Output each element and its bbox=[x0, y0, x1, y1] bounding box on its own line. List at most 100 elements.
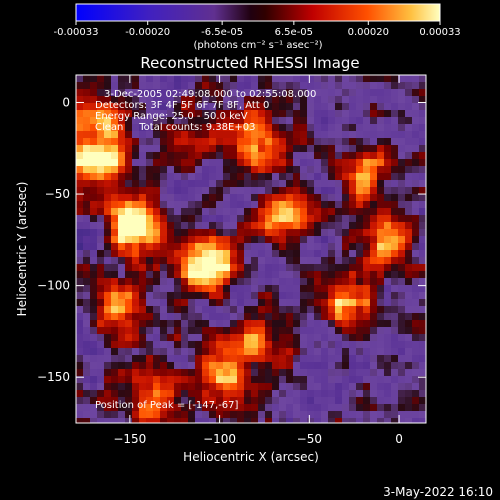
heatmap-cell bbox=[258, 124, 266, 132]
heatmap-cell bbox=[293, 243, 301, 251]
heatmap-cell bbox=[90, 187, 98, 195]
heatmap-cell bbox=[384, 369, 392, 377]
heatmap-cell bbox=[342, 96, 350, 104]
heatmap-cell bbox=[83, 75, 91, 83]
heatmap-cell bbox=[405, 292, 413, 300]
heatmap-cell bbox=[391, 173, 399, 181]
heatmap-cell bbox=[258, 187, 266, 195]
heatmap-cell bbox=[356, 124, 364, 132]
heatmap-cell bbox=[111, 82, 119, 90]
heatmap-cell bbox=[391, 348, 399, 356]
heatmap-cell bbox=[230, 159, 238, 167]
heatmap-cell bbox=[384, 278, 392, 286]
heatmap-cell bbox=[174, 131, 182, 139]
heatmap-cell bbox=[244, 292, 252, 300]
heatmap-cell bbox=[405, 341, 413, 349]
heatmap-cell bbox=[405, 257, 413, 265]
heatmap-cell bbox=[146, 173, 154, 181]
heatmap-cell bbox=[202, 194, 210, 202]
heatmap-cell bbox=[412, 75, 420, 83]
heatmap-cell bbox=[370, 187, 378, 195]
heatmap-cell bbox=[419, 124, 426, 132]
heatmap-cell bbox=[384, 208, 392, 216]
heatmap-cell bbox=[419, 271, 426, 279]
heatmap-cell bbox=[265, 348, 273, 356]
heatmap-cell bbox=[188, 236, 196, 244]
heatmap-cell bbox=[265, 390, 273, 398]
heatmap-cell bbox=[412, 152, 420, 160]
heatmap-cell bbox=[251, 103, 259, 111]
heatmap-cell bbox=[363, 117, 371, 125]
heatmap-cell bbox=[104, 152, 112, 160]
heatmap-cell bbox=[307, 110, 315, 118]
heatmap-cell bbox=[321, 222, 329, 230]
heatmap-cell bbox=[314, 348, 322, 356]
heatmap-cell bbox=[167, 271, 175, 279]
heatmap-cell bbox=[384, 236, 392, 244]
heatmap-cell bbox=[412, 306, 420, 314]
heatmap-cell bbox=[335, 166, 343, 174]
heatmap-cell bbox=[181, 236, 189, 244]
heatmap-cell bbox=[230, 222, 238, 230]
heatmap-cell bbox=[279, 166, 287, 174]
heatmap-cell bbox=[132, 124, 140, 132]
heatmap-cell bbox=[195, 397, 203, 405]
heatmap-cell bbox=[167, 348, 175, 356]
heatmap-cell bbox=[370, 229, 378, 237]
heatmap-cell bbox=[160, 348, 168, 356]
heatmap-cell bbox=[146, 257, 154, 265]
heatmap-cell bbox=[188, 159, 196, 167]
heatmap-cell bbox=[97, 201, 105, 209]
heatmap-cell bbox=[370, 159, 378, 167]
heatmap-cell bbox=[279, 89, 287, 97]
heatmap-cell bbox=[181, 285, 189, 293]
heatmap-cell bbox=[307, 96, 315, 104]
heatmap-cell bbox=[237, 278, 245, 286]
heatmap-cell bbox=[391, 250, 399, 258]
heatmap-cell bbox=[167, 194, 175, 202]
heatmap-cell bbox=[300, 166, 308, 174]
heatmap-cell bbox=[286, 257, 294, 265]
heatmap-cell bbox=[363, 145, 371, 153]
heatmap-cell bbox=[321, 390, 329, 398]
heatmap-cell bbox=[405, 299, 413, 307]
heatmap-cell bbox=[153, 96, 161, 104]
heatmap-cell bbox=[125, 327, 133, 335]
heatmap-cell bbox=[342, 411, 350, 419]
colorbar: -0.00033 -0.00020 -6.5e-05 6.5e-05 0.00020 0.… bbox=[54, 3, 461, 51]
heatmap-cell bbox=[167, 369, 175, 377]
heatmap-cell bbox=[293, 376, 301, 384]
heatmap-cell bbox=[244, 397, 252, 405]
heatmap-cell bbox=[160, 229, 168, 237]
heatmap-cell bbox=[398, 187, 406, 195]
heatmap-cell bbox=[174, 152, 182, 160]
heatmap-cell bbox=[293, 299, 301, 307]
heatmap-cell bbox=[335, 264, 343, 272]
heatmap-cell bbox=[167, 327, 175, 335]
heatmap-cell bbox=[293, 222, 301, 230]
heatmap-cell bbox=[412, 418, 420, 423]
heatmap-cell bbox=[335, 173, 343, 181]
heatmap-cell bbox=[195, 124, 203, 132]
heatmap-cell bbox=[321, 362, 329, 370]
heatmap-cell bbox=[342, 355, 350, 363]
heatmap-cell bbox=[300, 250, 308, 258]
heatmap-cell bbox=[405, 215, 413, 223]
heatmap-cell bbox=[279, 145, 287, 153]
heatmap-cell bbox=[286, 187, 294, 195]
heatmap-cell bbox=[223, 390, 231, 398]
heatmap-cell bbox=[146, 397, 154, 405]
heatmap-cell bbox=[104, 306, 112, 314]
heatmap-cell bbox=[265, 152, 273, 160]
heatmap-cell bbox=[223, 124, 231, 132]
heatmap-cell bbox=[300, 418, 308, 423]
heatmap-cell bbox=[342, 257, 350, 265]
heatmap-cell bbox=[83, 96, 91, 104]
heatmap-cell bbox=[363, 418, 371, 423]
heatmap-cell bbox=[286, 138, 294, 146]
heatmap-cell bbox=[125, 320, 133, 328]
heatmap-cell bbox=[405, 411, 413, 419]
heatmap-cell bbox=[244, 110, 252, 118]
heatmap-cell bbox=[356, 250, 364, 258]
heatmap-cell bbox=[412, 96, 420, 104]
